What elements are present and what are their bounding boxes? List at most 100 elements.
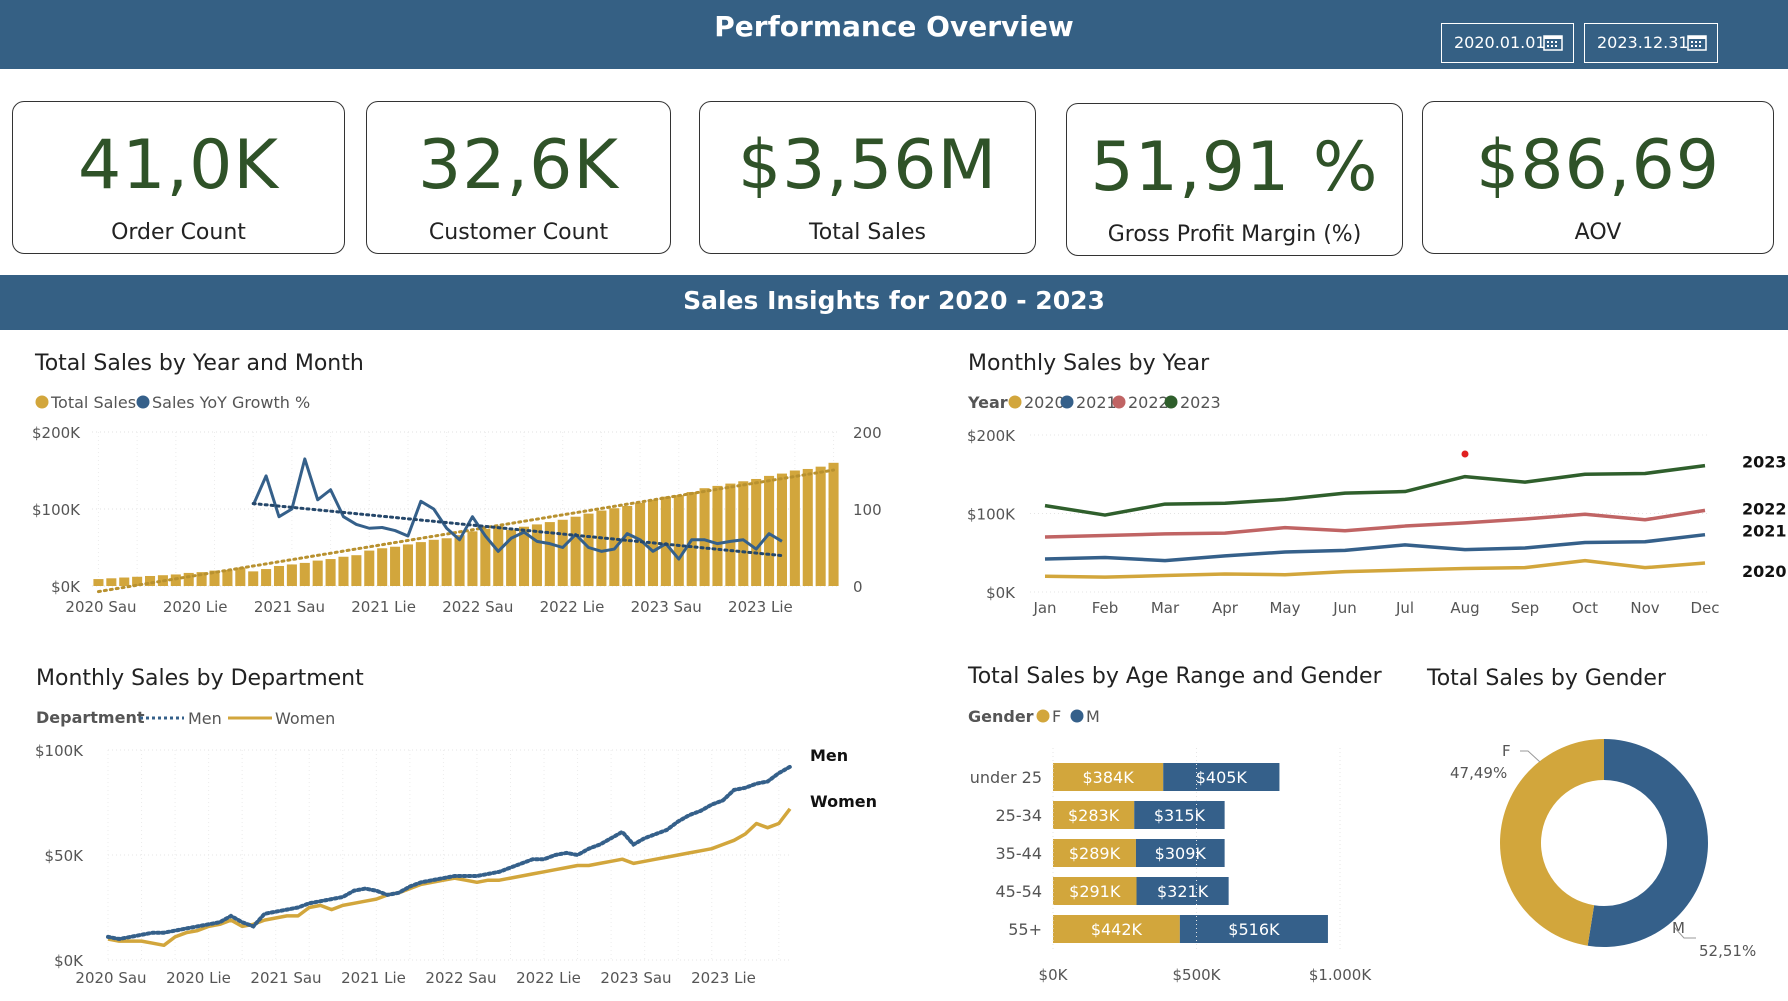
sales-bar [725,483,736,586]
sales-bar [583,513,594,586]
kpi-gross-profit-margin: 51,91 % Gross Profit Margin (%) [1066,103,1403,256]
x-tick-label: 2020 Sau [75,969,146,987]
x-tick-label: Jul [1395,599,1414,617]
x-tick-label: Mar [1151,599,1180,617]
end-date-picker[interactable]: 2023.12.31 [1584,23,1718,63]
x-tick-label: Oct [1572,599,1598,617]
sales-bar [622,505,633,586]
x-tick-label: Dec [1690,599,1719,617]
bar-f [1053,877,1137,905]
end-label-women: Women [810,792,877,811]
legend-year-2021-label: 2021 [1076,393,1117,412]
kpi-aov: $86,69 AOV [1422,101,1774,254]
sales-bar [570,516,581,586]
x-tick-label: $1.000K [1309,966,1372,984]
chart3-title: Monthly Sales by Department [36,666,364,691]
kpi-value: 51,91 % [1090,128,1379,207]
bar-f [1053,915,1180,943]
slice-M [1587,739,1708,947]
legend-year-2023-label: 2023 [1180,393,1221,412]
y-tick-label: $0K [51,578,81,596]
x-tick-label: May [1269,599,1300,617]
legend-f-label: F [1052,707,1061,726]
sales-bar [751,478,762,586]
y-tick-label: $50K [45,847,85,865]
legend-total-sales-marker [35,395,49,409]
category-label: 35-44 [996,844,1043,863]
category-label: 45-54 [996,882,1043,901]
y-tick-label: $0K [986,584,1016,602]
line-2022 [1044,508,1706,539]
category-label: 25-34 [996,806,1043,825]
sales-bar [441,538,452,586]
chart4-title: Total Sales by Age Range and Gender [968,664,1382,689]
sales-bar [712,485,723,586]
legend-total-sales-label: Total Sales [50,393,136,412]
sales-year-month-chart: Total Sales Sales YoY Growth % $200K $100K $… [32,393,882,616]
sales-bar [828,462,839,586]
y-tick-label: $100K [32,501,81,519]
women-line [107,807,792,948]
x-tick-label: 2022 Sau [442,598,513,616]
kpi-label: Customer Count [428,220,609,245]
men-line [106,764,792,942]
x-tick-label: $500K [1172,966,1221,984]
legend-title: Gender [968,707,1034,726]
monthly-sales-by-year-chart: Year 2020 2021 2022 2023 $200K $100K $0K Jan Feb M… [967,393,1787,617]
sales-bar [776,473,787,586]
section-title: Sales Insights for 2020 - 2023 [683,286,1105,315]
y-tick-label: $100K [35,742,84,760]
start-date-picker[interactable]: 2020.01.01 [1441,23,1574,63]
start-date-value: 2020.01.01 [1454,33,1546,52]
sales-bar [480,529,491,586]
x-tick-label: 2023 Sau [600,969,671,987]
data-label-f: $384K [1082,768,1134,787]
legend-year-2023-marker [1164,395,1178,409]
category-label: under 25 [970,768,1042,787]
kpi-value: 41,0K [78,126,279,205]
kpi-value: $86,69 [1476,126,1720,205]
kpi-label: AOV [1574,220,1622,245]
x-tick-label: Feb [1092,599,1119,617]
line-2021 [1044,532,1706,563]
calendar-icon[interactable] [1687,33,1707,51]
sales-bar [506,529,517,586]
sales-bar [364,550,375,586]
sales-bar [802,468,813,586]
page-title: Performance Overview [714,10,1074,43]
kpi-label: Total Sales [809,220,926,245]
legend-year-2022-marker [1112,395,1126,409]
data-label-m: $315K [1154,806,1206,825]
bar-f [1053,801,1135,829]
sales-bar [261,569,272,586]
yoy-trendline [251,502,784,558]
leader-line-m [1673,926,1696,939]
x-tick-label: 2020 Lie [163,598,228,616]
data-label-f: $283K [1068,806,1120,825]
header-band [0,0,1788,69]
calendar-icon[interactable] [1543,33,1563,51]
sales-bar [557,519,568,586]
data-label-m: $405K [1196,768,1248,787]
x-tick-label: 2023 Lie [691,969,756,987]
sales-bar [325,559,336,586]
bar-m [1135,839,1225,867]
bar-f [1053,763,1164,791]
monthly-sales-by-department-chart: Department Men Women $100K $50K $0K Men Women 20… [35,708,877,987]
sales-bar [145,575,156,586]
line-2023 [1044,463,1706,517]
x-tick-label: 2022 Lie [540,598,605,616]
sales-bar [493,525,504,586]
sales-bar [544,522,555,586]
sales-bar [351,555,362,586]
section-band [0,275,1788,330]
kpi-label: Gross Profit Margin (%) [1107,222,1362,247]
end-label-2021: 2021 [1742,522,1787,541]
x-tick-label: 2020 Lie [166,969,231,987]
sales-bar [390,546,401,586]
data-label-f: $442K [1091,920,1143,939]
sales-bar [635,502,646,586]
y2-tick-label: 0 [853,578,863,596]
sales-bar [402,544,413,586]
